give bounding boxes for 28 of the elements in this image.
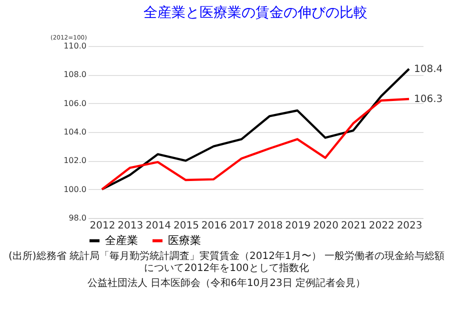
x-tick-label: 2016 (201, 220, 227, 232)
x-tick-label: 2014 (146, 220, 172, 232)
x-tick-label: 2021 (340, 220, 366, 232)
x-tick-label: 2020 (313, 220, 339, 232)
y-tick-label: 100.0 (64, 184, 86, 194)
text: (出所)総務省 統計局「毎月勤労統計調査」実質賃金（2012年1月〜） 一般労働者の現金給与総額について2012年を100として指数化 (8, 251, 446, 275)
y-tick-label: 104.0 (64, 128, 86, 136)
text: 公益社団法人 日本医師会（令和6年10月23日 定例記者会見） (86, 278, 367, 290)
line-series (100, 98, 410, 190)
x-tick-label: 2012 (90, 220, 116, 232)
legend-label: 医療業 (168, 234, 201, 247)
y-tick-label: 110.0 (64, 42, 86, 50)
x-tick-label: 2019 (285, 220, 311, 232)
data-label: 108.4 (414, 64, 443, 75)
y-tick-label: 102.0 (64, 156, 86, 166)
legend-label: 全産業 (105, 234, 138, 247)
y-tick-label: 106.0 (64, 98, 86, 108)
y-tick-label: 98.0 (68, 214, 86, 222)
data-label: 106.3 (414, 94, 443, 106)
line-series (100, 68, 410, 190)
x-tick-label: 2017 (229, 220, 255, 232)
chart-title: 全産業と医療業の賃金の伸びの比較 (144, 5, 368, 21)
x-tick-label: 2022 (368, 220, 394, 232)
x-tick-label: 2018 (257, 220, 283, 232)
x-tick-label: 2013 (118, 220, 144, 232)
x-tick-label: 2015 (173, 220, 199, 232)
y-tick-label: 108.0 (64, 70, 86, 80)
x-tick-label: 2023 (396, 220, 422, 232)
